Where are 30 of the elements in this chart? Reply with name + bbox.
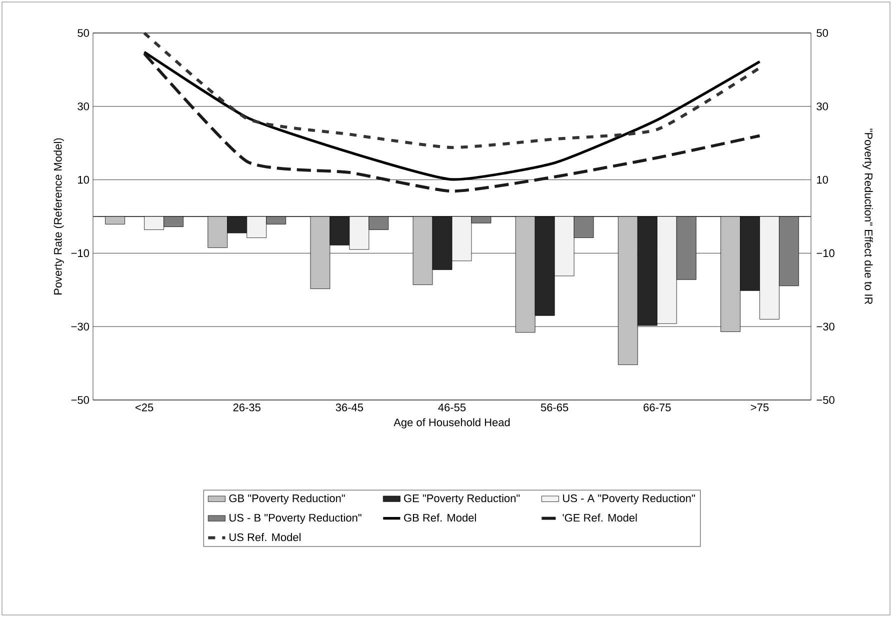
legend-label: US - A "Poverty Reduction" bbox=[563, 494, 695, 504]
legend-label: GB "Poverty Reduction" bbox=[229, 494, 345, 504]
y2-tick-label: −50 bbox=[816, 396, 834, 404]
x-tick-label: 66-75 bbox=[644, 404, 671, 412]
y-axis-title: Poverty Rate (Reference Model) bbox=[54, 138, 64, 294]
x-tick-label: 46-55 bbox=[438, 404, 466, 412]
y2-tick-label: −30 bbox=[816, 322, 834, 330]
y-tick-label: 50 bbox=[78, 29, 90, 37]
x-axis-title: Age of Household Head bbox=[394, 418, 510, 428]
x-tick-label: <25 bbox=[136, 404, 154, 412]
line-series bbox=[142, 31, 762, 149]
y2-tick-label: 10 bbox=[817, 176, 828, 184]
y-tick-label: −50 bbox=[71, 396, 90, 404]
y2-axis-title: "Poverty Reduction" Effect due to IR bbox=[862, 128, 873, 304]
y2-tick-label: −10 bbox=[816, 249, 834, 258]
legend-label: 'GE Ref. Model bbox=[562, 514, 637, 522]
legend-label: GE "Poverty Reduction" bbox=[404, 494, 520, 504]
x-tick-label: 26-35 bbox=[233, 404, 260, 412]
y-tick-label: 10 bbox=[78, 176, 90, 184]
y-tick-label: −10 bbox=[71, 249, 90, 258]
x-tick-label: 36-45 bbox=[336, 404, 364, 412]
legend-label: GB Ref. Model bbox=[404, 514, 476, 522]
x-tick-label: 56-65 bbox=[540, 404, 568, 412]
legend-label: US - B "Poverty Reduction" bbox=[230, 514, 362, 524]
legend-label: US Ref. Model bbox=[230, 533, 301, 542]
y2-tick-label: 50 bbox=[816, 29, 828, 37]
y-tick-label: −30 bbox=[71, 322, 90, 330]
y2-tick-label: 30 bbox=[816, 102, 828, 110]
y-tick-label: 30 bbox=[78, 102, 90, 110]
x-tick-label: >75 bbox=[750, 404, 769, 412]
